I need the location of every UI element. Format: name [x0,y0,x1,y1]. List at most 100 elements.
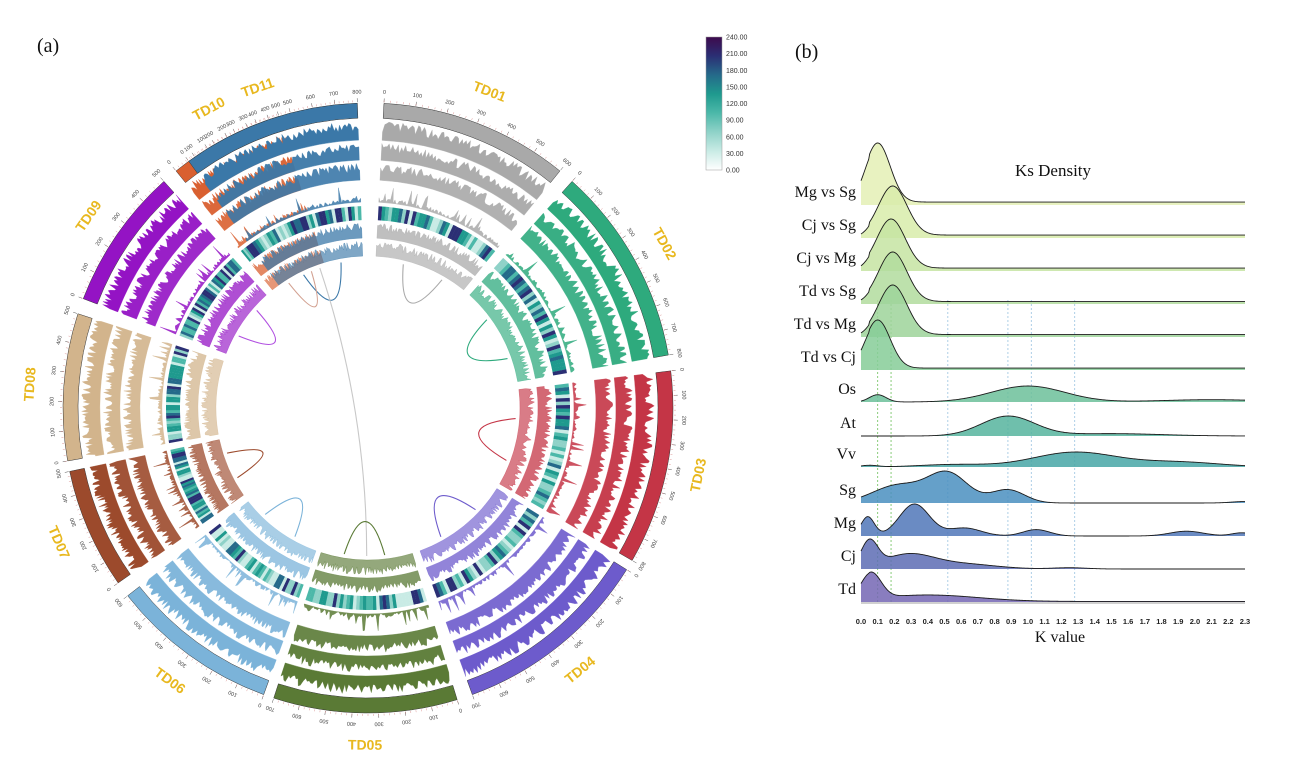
ridge-line [861,415,1246,437]
tick-label: 300 [238,114,249,123]
tick-label: 400 [61,493,69,504]
heat-legend-label: 30.00 [726,151,744,158]
tick-label: 100 [183,143,194,153]
tick-label: 0 [678,368,684,372]
tick-label: 200 [95,236,105,247]
ridge-area [861,386,1245,402]
synteny-link [226,449,264,479]
heat-legend-label: 240.00 [726,35,748,42]
tick-label: 0 [54,461,60,465]
tick-label: 600 [114,597,124,608]
tick-label: 400 [130,189,141,200]
tick-label: 500 [270,102,281,110]
x-tick-label: 0.1 [872,617,882,626]
tick-label: 0 [106,586,113,592]
x-tick-label: 2.1 [1206,617,1216,626]
synteny-link [478,418,516,461]
tick-label: 200 [610,206,620,217]
ridge-line [860,538,1245,570]
tick-label: 100 [196,135,207,145]
heat-legend-label: 150.00 [726,84,748,91]
series-label: Cj vs Sg [802,217,856,234]
x-tick-label: 1.5 [1106,617,1116,626]
tick-label: 0 [166,159,172,166]
synteny-link [264,497,304,537]
ridge-area [861,320,1245,370]
ridge-line [860,142,1245,203]
ridge-sg: Sg [839,470,1246,504]
panel-b-label: (b) [795,41,818,63]
synteny-link [466,319,508,362]
ridge-area [861,471,1245,503]
tick-label: 400 [347,720,356,726]
ridge-line [860,451,1246,467]
ridge-os: Os [838,381,1246,403]
chromosome-label: TD02 [649,225,680,263]
series-label: Sg [839,482,856,499]
tick-label: 100 [50,427,57,437]
ridge-cj-vs-mg: Cj vs Mg [796,218,1245,271]
tick-label: 600 [561,158,572,168]
tick-label: 700 [471,700,482,709]
x-tick-label: 1.2 [1056,617,1066,626]
ridge-td-vs-cj: Td vs Cj [801,319,1245,370]
ridge-line [860,218,1245,269]
ridge-line [860,284,1245,335]
tick-label: 800 [675,348,683,358]
tick-label: 100 [81,262,90,273]
tick-label: 700 [669,322,677,332]
series-label: Vv [836,446,856,463]
chromosome-label: TD11 [239,74,276,100]
tick-label: 300 [374,720,383,726]
tick-label: 500 [524,674,535,684]
ks-density-ridgeline-chart: Ks Density Mg vs Sg Cj vs Sg Cj vs Mg Td vs … [794,142,1250,646]
chromosome-label: TD09 [72,197,105,234]
tick-label: 600 [305,94,315,102]
x-tick-label: 0.2 [889,617,899,626]
tick-label: 600 [661,297,670,308]
tick-label: 500 [667,490,675,500]
tick-label: 500 [319,717,329,724]
tick-label: 0 [70,292,77,297]
x-tick-label: 0.3 [906,617,916,626]
chromosome-label: TD03 [687,457,710,494]
heatmap-color-legend: 240.00 210.00 180.00 150.00 120.00 90.00 60.00… [705,35,748,175]
ridge-area [861,452,1245,467]
synteny-link [288,271,318,308]
x-tick-label: 1.7 [1140,617,1150,626]
tick-label: 100 [680,390,686,399]
x-tick-label: 2.3 [1240,617,1250,626]
tick-label: 100 [412,93,422,100]
tick-label: 400 [549,657,560,667]
chromosome-td07: 0 100 200 300 400 500 TD07 [45,439,244,592]
x-axis-label: K value [1035,629,1085,646]
x-tick-label: 0.6 [956,617,966,626]
chromosome-ticks-td06: 0 100 200 300 400 500 600 [114,596,264,708]
ridge-line [860,251,1245,302]
x-tick-label: 1.4 [1090,617,1101,626]
ridge-at: At [840,415,1246,437]
tick-label: 400 [506,122,517,132]
tick-label: 200 [79,540,88,551]
chromosome-ticks-td03: 0 100 200 300 400 500 600 700 800 [632,368,686,571]
tick-label: 100 [91,562,101,573]
tick-label: 300 [69,517,78,528]
tick-label: 400 [154,640,165,651]
x-tick-label: 0.0 [856,617,866,626]
ridge-td-vs-sg: Td vs Sg [799,251,1245,304]
chromosome-td05: 0 100 200 300 400 500 600 700 TD05 [265,552,463,753]
x-tick-label: 1.9 [1173,617,1183,626]
heat-legend-label: 180.00 [726,68,748,75]
tick-label: 100 [428,713,438,721]
tick-label: 700 [265,704,276,713]
tick-label: 400 [247,110,258,119]
x-tick-label: 0.7 [973,617,983,626]
chromosome-ticks-td07: 0 100 200 300 400 500 [55,468,118,592]
chromosome-td06: 0 100 200 300 400 500 600 TD06 [114,501,317,708]
series-label: Td vs Mg [794,316,856,333]
tick-label: 200 [217,123,228,133]
synteny-links [226,262,516,556]
tick-label: 0 [632,572,639,578]
synteny-link [402,264,443,304]
